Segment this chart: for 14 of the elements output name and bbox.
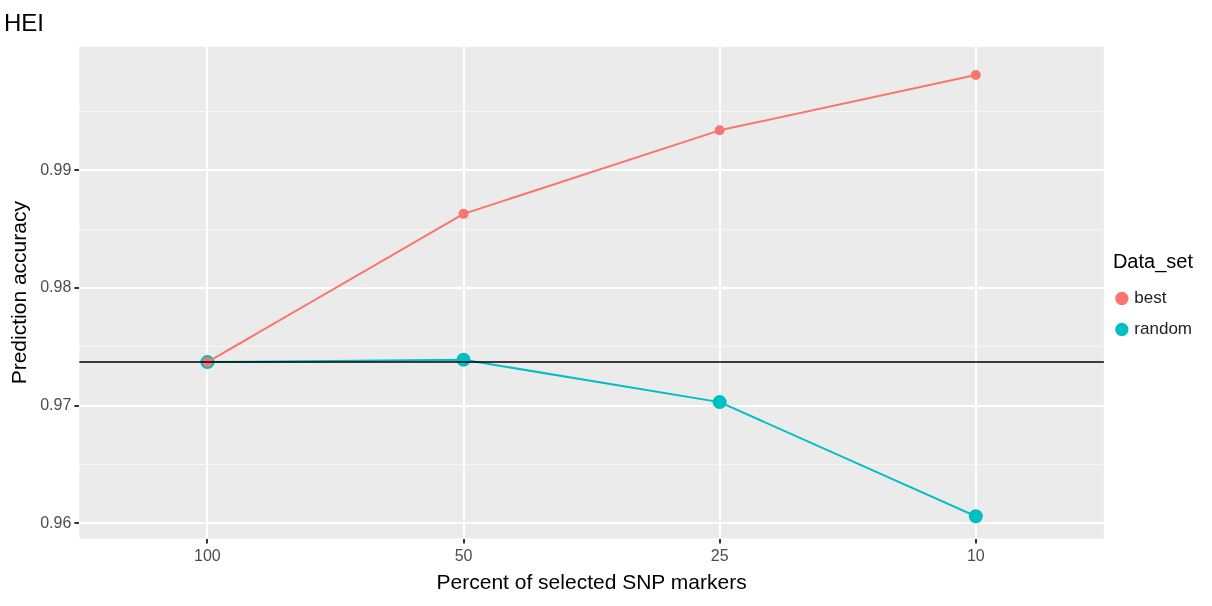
x-tick-label: 10 <box>966 546 985 564</box>
x-tick-label: 50 <box>454 546 473 564</box>
y-axis-title: Prediction accuracy <box>7 200 31 385</box>
legend-label: random <box>1134 319 1192 339</box>
x-tick-label: 100 <box>194 546 221 564</box>
y-tick-label: 0.99 <box>40 160 72 178</box>
y-tick-label: 0.96 <box>40 513 72 531</box>
x-tick-label: 25 <box>710 546 729 564</box>
y-tick-label: 0.98 <box>40 278 72 296</box>
chart-title: HEI <box>4 9 45 37</box>
x-axis-title: Percent of selected SNP markers <box>436 570 747 594</box>
legend-title: Data_set <box>1112 249 1194 273</box>
legend-label: best <box>1134 288 1167 308</box>
y-tick-label: 0.97 <box>40 396 72 414</box>
